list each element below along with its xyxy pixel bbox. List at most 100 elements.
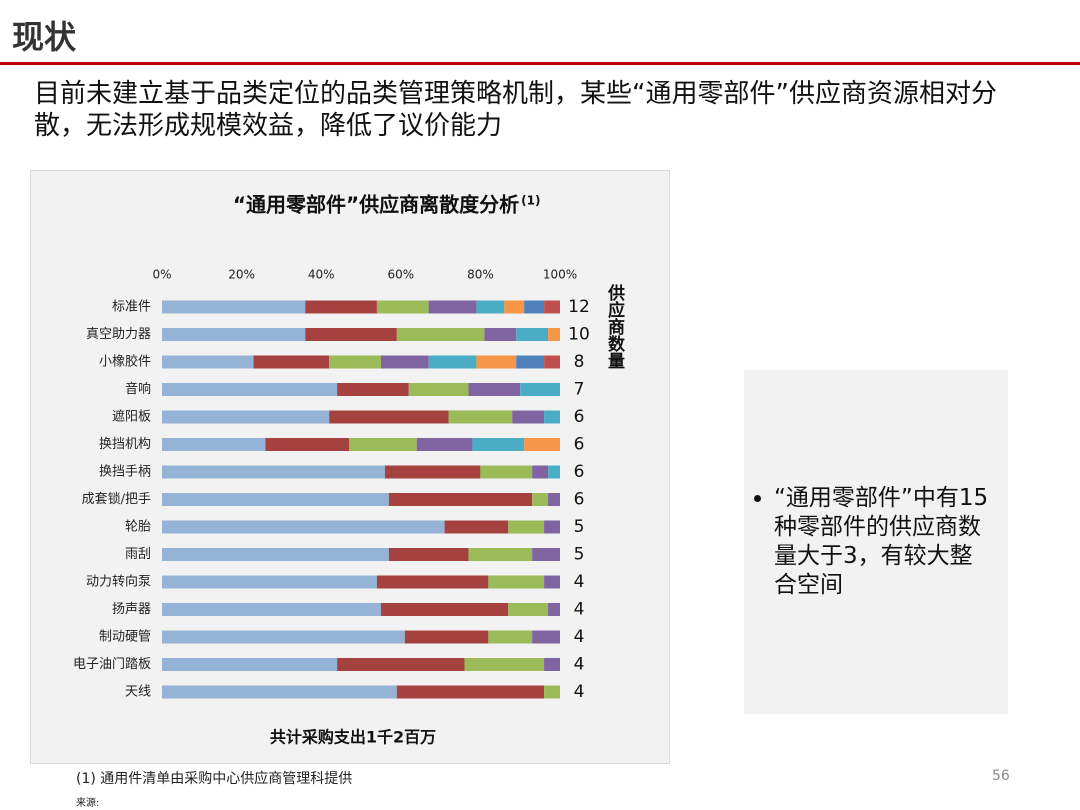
bar-segment <box>380 355 429 369</box>
y-tick-label: 遮阳板 <box>112 409 151 425</box>
bar-segment <box>265 438 350 451</box>
x-tick-label: 80% <box>467 268 494 282</box>
supplier-count: 10 <box>568 325 590 345</box>
bar-segment <box>428 300 477 314</box>
x-tick-label: 0% <box>152 268 171 282</box>
bar-segment <box>544 520 560 534</box>
supplier-count: 5 <box>574 517 585 537</box>
supplier-count: 6 <box>574 462 585 482</box>
bar-segment <box>388 493 533 506</box>
bar-segment <box>162 355 254 369</box>
y-tick-label: 换挡手柄 <box>99 465 151 480</box>
bar-segment <box>162 410 330 424</box>
bar-segment <box>468 383 521 396</box>
bar-segment <box>544 575 560 589</box>
x-tick-label: 20% <box>228 268 255 282</box>
counts-label: 供应商数量 <box>604 283 626 369</box>
bar-segment <box>162 465 385 479</box>
bar-segment <box>376 300 429 314</box>
bar-segment <box>544 658 560 671</box>
bar-segment <box>349 438 417 451</box>
bar-segment <box>524 300 545 314</box>
title-rule <box>0 62 1080 65</box>
bar-segment <box>548 328 560 341</box>
bullet-panel: “通用零部件”中有15种零部件的供应商数量大于3，有较大整合空间 <box>744 370 1008 714</box>
y-tick-label: 雨刮 <box>125 547 151 562</box>
bar-segment <box>468 548 533 561</box>
supplier-count: 6 <box>574 490 585 510</box>
supplier-count: 6 <box>574 407 585 427</box>
bar-segment <box>516 355 545 369</box>
bar-segment <box>448 410 513 424</box>
bar-segment <box>472 438 525 451</box>
supplier-count: 12 <box>568 297 590 317</box>
bar-segment <box>548 603 560 616</box>
bar-segment <box>162 630 405 644</box>
y-tick-label: 成套锁/把手 <box>82 491 151 507</box>
bar-segment <box>329 355 381 369</box>
bar-segment <box>524 438 560 451</box>
bar-segment <box>384 465 481 479</box>
y-tick-label: 标准件 <box>112 300 151 315</box>
bar-segment <box>162 658 338 671</box>
footnote: (1) 通用件清单由采购中心供应商管理科提供 <box>76 771 353 787</box>
bar-segment <box>388 548 469 561</box>
bar-segment <box>329 410 449 424</box>
bar-segment <box>444 520 509 534</box>
bar-segment <box>396 685 545 699</box>
bar-segment <box>532 465 549 479</box>
bar-segment <box>162 383 338 396</box>
bar-segment <box>544 355 560 369</box>
bar-segment <box>162 685 397 699</box>
bar-segment <box>253 355 330 369</box>
bar-segment <box>544 410 560 424</box>
bar-segment <box>380 603 509 616</box>
bar-segment <box>512 410 545 424</box>
bar-segment <box>476 355 517 369</box>
slide-title: 现状 <box>12 18 77 56</box>
bar-segment <box>532 630 560 644</box>
bar-segment <box>488 630 533 644</box>
supplier-count: 7 <box>574 380 585 400</box>
y-tick-label: 真空助力器 <box>86 327 151 342</box>
supplier-count: 4 <box>574 627 585 647</box>
y-tick-label: 制动硬管 <box>99 630 151 645</box>
supplier-count: 8 <box>574 352 585 372</box>
y-tick-label: 扬声器 <box>112 602 151 617</box>
y-tick-label: 动力转向泵 <box>86 574 151 590</box>
bar-segment <box>162 493 389 506</box>
bar-segment <box>162 300 306 314</box>
bar-segment <box>337 658 465 671</box>
bar-segment <box>162 438 266 451</box>
supplier-count: 4 <box>574 655 585 675</box>
bar-segment <box>476 300 505 314</box>
y-tick-label: 天线 <box>125 685 151 700</box>
bar-segment <box>544 685 560 699</box>
chart-title-note: (1) <box>521 194 540 208</box>
bar-segment <box>162 328 306 341</box>
bar-segment <box>162 548 389 561</box>
x-axis-label: 共计采购支出1千2百万 <box>270 728 436 747</box>
y-tick-label: 轮胎 <box>125 520 151 535</box>
chart-title: “通用零部件”供应商离散度分析 <box>233 193 519 217</box>
bar-segment <box>305 328 397 341</box>
bar-segment <box>532 548 560 561</box>
x-tick-label: 60% <box>387 268 414 282</box>
chart-panel: “通用零部件”供应商离散度分析 (1) 共计采购支出1千2百万 供应商数量 0%… <box>30 170 670 764</box>
bar-segment <box>396 328 485 341</box>
bar-segment <box>416 438 473 451</box>
bar-segment <box>162 603 381 616</box>
bar-segment <box>464 658 545 671</box>
intro-text: 目前未建立基于品类定位的品类管理策略机制，某些“通用零部件”供应商资源相对分散，… <box>34 79 997 141</box>
bar-segment <box>544 300 560 314</box>
source: 来源: <box>76 798 100 809</box>
bar-segment <box>305 300 377 314</box>
bar-segment <box>532 493 549 506</box>
bullet-text: “通用零部件”中有15种零部件的供应商数量大于3，有较大整合空间 <box>774 484 990 600</box>
supplier-count: 6 <box>574 435 585 455</box>
bar-segment <box>337 383 409 396</box>
supplier-count: 4 <box>574 600 585 620</box>
bar-segment <box>404 630 489 644</box>
y-tick-label: 电子油门踏板 <box>73 657 151 672</box>
